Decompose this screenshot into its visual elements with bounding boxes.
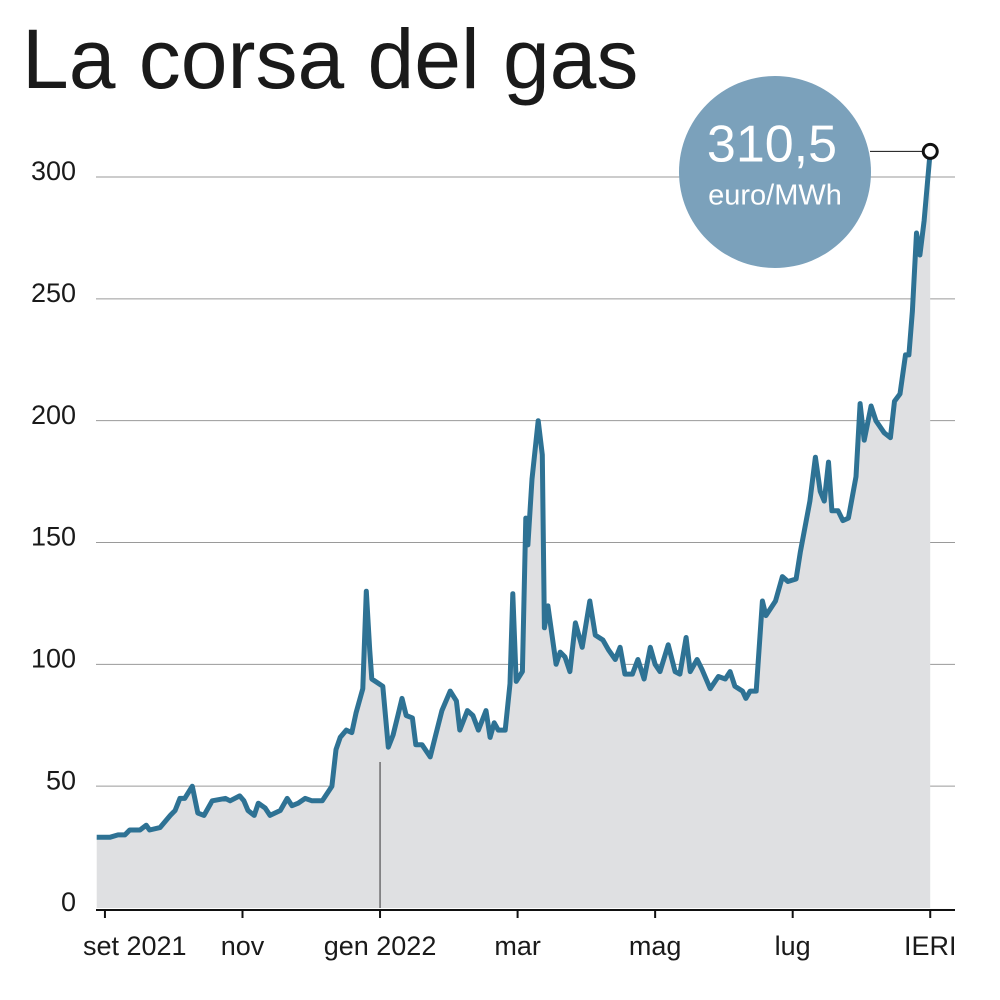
y-tick-label: 0 [61, 887, 76, 917]
area [96, 151, 931, 908]
y-tick-label: 150 [31, 522, 76, 552]
x-tick-label: mag [629, 931, 682, 961]
y-tick-label: 100 [31, 643, 76, 673]
y-tick-label: 250 [31, 278, 76, 308]
y-tick-label: 50 [46, 765, 76, 795]
chart-title: La corsa del gas [22, 12, 638, 106]
x-tick-label: mar [494, 931, 541, 961]
callout-value: 310,5 [707, 116, 837, 174]
line [96, 151, 933, 840]
callout-bubble [679, 76, 871, 268]
x-tick-label: gen 2022 [324, 931, 437, 961]
x-tick-label: nov [221, 931, 265, 961]
x-tick-label: lug [775, 931, 811, 961]
y-tick-label: 300 [31, 156, 76, 186]
x-tick-label: set 2021 [83, 931, 187, 961]
y-tick-label: 200 [31, 400, 76, 430]
callout-marker [921, 142, 939, 160]
callout-unit: euro/MWh [708, 180, 842, 212]
x-tick-label: IERI [904, 931, 957, 961]
